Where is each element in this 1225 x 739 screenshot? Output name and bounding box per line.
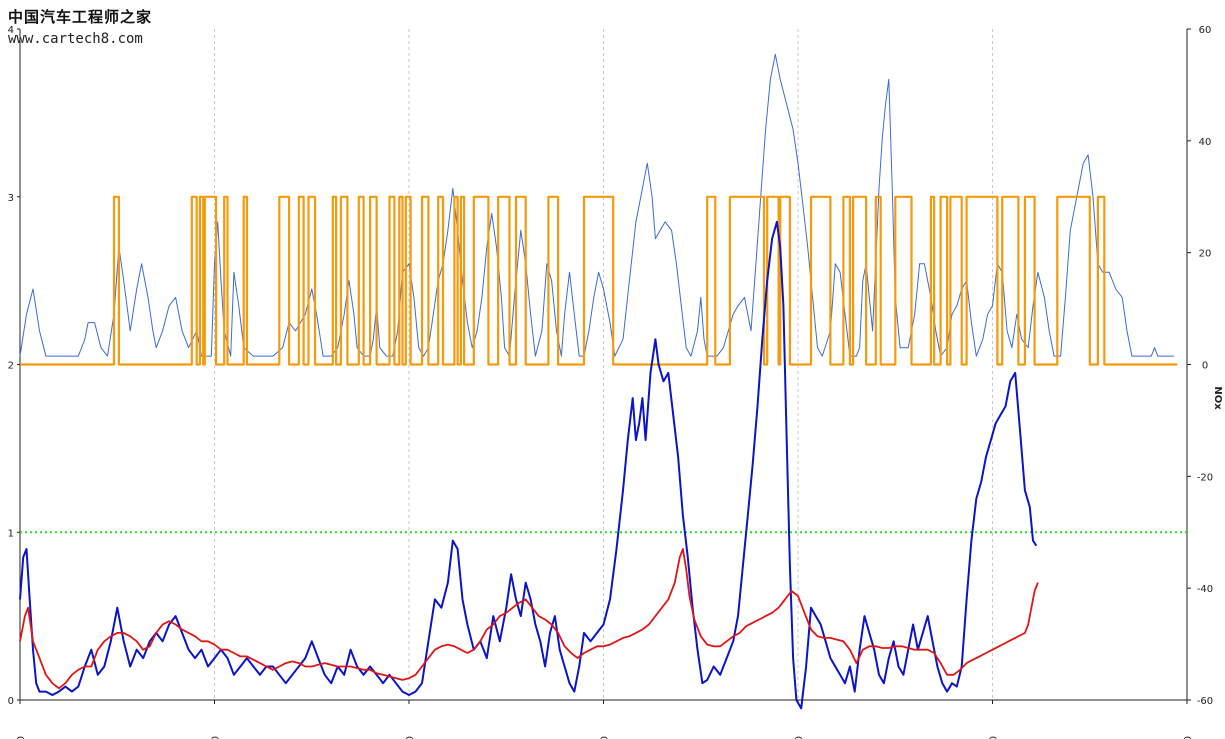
y-right-tick-label: -40 bbox=[1197, 584, 1213, 595]
x-tick-label: 1800 bbox=[600, 736, 611, 739]
y-right-tick-label: -20 bbox=[1197, 472, 1213, 483]
watermark-title: 中国汽车工程师之家 bbox=[8, 8, 153, 26]
y-right-tick-label: 0 bbox=[1202, 361, 1208, 372]
y-left-tick-label: 4 bbox=[8, 25, 14, 36]
y-right-tick-label: 60 bbox=[1199, 25, 1212, 36]
x-tick-label: 600 bbox=[211, 736, 222, 739]
y-right-axis-label: NOx bbox=[1212, 386, 1223, 410]
series-thin_blue bbox=[19, 53, 1174, 357]
series-red bbox=[19, 548, 1039, 690]
grid bbox=[214, 29, 993, 700]
series bbox=[19, 53, 1187, 710]
x-tick-label: 2400 bbox=[794, 736, 805, 739]
watermark-url: www.cartech8.com bbox=[8, 31, 143, 47]
y-right-tick-label: -60 bbox=[1197, 696, 1213, 707]
y-left-tick-label: 1 bbox=[8, 528, 14, 539]
y-left-tick-label: 0 bbox=[8, 696, 14, 707]
x-tick-label: 1200 bbox=[405, 736, 416, 739]
x-tick-label: 3600 bbox=[1183, 736, 1194, 739]
x-tick-label: 0 bbox=[16, 736, 27, 739]
tick-labels: 0 1 2 3 4 -60 -40 -20 0 20 40 60 NOx 0 600 1200 1800 2400… bbox=[8, 25, 1223, 739]
series-orange bbox=[20, 195, 1178, 366]
y-right-tick-label: 40 bbox=[1199, 137, 1212, 148]
y-left-tick-label: 2 bbox=[8, 361, 14, 372]
x-tick-label: 3000 bbox=[989, 736, 1000, 739]
series-thick_blue bbox=[19, 220, 1038, 710]
y-right-tick-label: 20 bbox=[1199, 249, 1212, 260]
y-left-tick-label: 3 bbox=[8, 193, 14, 204]
